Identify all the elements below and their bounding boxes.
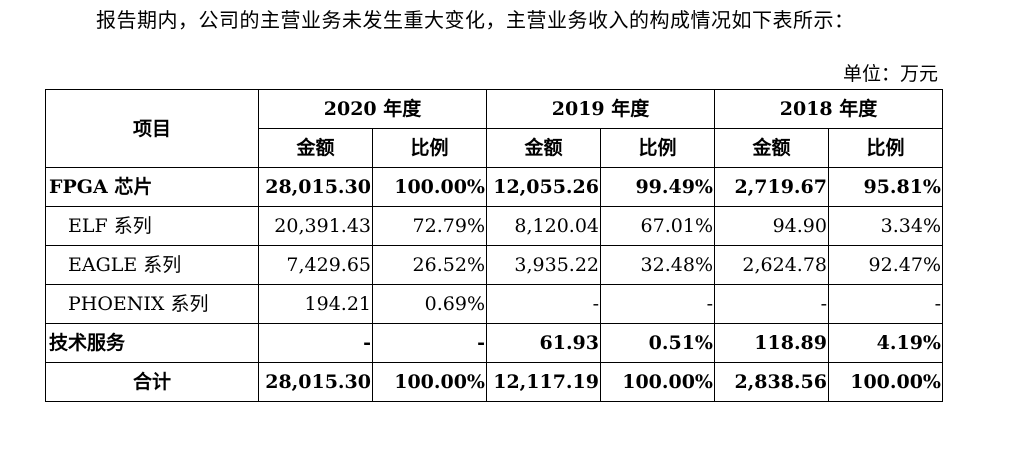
unit-label: 单位：万元 (842, 63, 938, 85)
year-header-2018: 2018 年度 (714, 89, 943, 129)
ratio-cell: 100.00% (600, 362, 715, 402)
amount-cell: - (714, 284, 829, 324)
ratio-header: 比例 (600, 128, 715, 168)
ratio-cell: 3.34% (828, 206, 943, 246)
amount-cell: 118.89 (714, 323, 829, 363)
table-row-tech-service: 技术服务 - - 61.93 0.51% 118.89 4.19% (45, 323, 943, 363)
ratio-cell: - (828, 284, 943, 324)
ratio-cell: - (600, 284, 715, 324)
amount-cell: - (486, 284, 601, 324)
amount-cell: 12,055.26 (486, 167, 601, 207)
amount-cell: 2,624.78 (714, 245, 829, 285)
amount-cell: 61.93 (486, 323, 601, 363)
amount-cell: 12,117.19 (486, 362, 601, 402)
row-label: EAGLE 系列 (45, 245, 259, 285)
amount-header: 金额 (714, 128, 829, 168)
row-label: 技术服务 (45, 323, 259, 363)
sub-header-row: 金额 比例 金额 比例 金额 比例 (46, 128, 943, 168)
table-row-total: 合计 28,015.30 100.00% 12,117.19 100.00% 2… (45, 362, 943, 402)
ratio-header: 比例 (372, 128, 487, 168)
table-row-elf: ELF 系列 20,391.43 72.79% 8,120.04 67.01% … (45, 206, 943, 246)
ratio-cell: 0.69% (372, 284, 487, 324)
amount-header: 金额 (486, 128, 601, 168)
amount-cell: 28,015.30 (258, 362, 373, 402)
amount-cell: 194.21 (258, 284, 373, 324)
year-header-2020: 2020 年度 (258, 89, 487, 129)
amount-cell: 8,120.04 (486, 206, 601, 246)
ratio-cell: - (372, 323, 487, 363)
amount-cell: 3,935.22 (486, 245, 601, 285)
ratio-cell: 99.49% (600, 167, 715, 207)
table-row-phoenix: PHOENIX 系列 194.21 0.69% - - - - (45, 284, 943, 324)
table-row-fpga: FPGA 芯片 28,015.30 100.00% 12,055.26 99.4… (45, 167, 943, 207)
row-label: 合计 (45, 362, 259, 402)
amount-cell: 2,719.67 (714, 167, 829, 207)
ratio-cell: 67.01% (600, 206, 715, 246)
amount-cell: 2,838.56 (714, 362, 829, 402)
amount-cell: - (258, 323, 373, 363)
ratio-cell: 100.00% (372, 167, 487, 207)
row-label: FPGA 芯片 (45, 167, 259, 207)
ratio-cell: 32.48% (600, 245, 715, 285)
amount-header: 金额 (258, 128, 373, 168)
amount-cell: 7,429.65 (258, 245, 373, 285)
amount-cell: 28,015.30 (258, 167, 373, 207)
intro-paragraph: 报告期内，公司的主营业务未发生重大变化，主营业务收入的构成情况如下表所示： (96, 8, 855, 32)
revenue-composition-table: 项目 2020 年度 2019 年度 2018 年度 金额 比例 金额 比例 金… (45, 89, 943, 402)
ratio-cell: 100.00% (372, 362, 487, 402)
year-header-row: 项目 2020 年度 2019 年度 2018 年度 (45, 89, 943, 168)
ratio-cell: 26.52% (372, 245, 487, 285)
ratio-cell: 95.81% (828, 167, 943, 207)
ratio-header: 比例 (828, 128, 943, 168)
row-label: PHOENIX 系列 (45, 284, 259, 324)
ratio-cell: 92.47% (828, 245, 943, 285)
amount-cell: 20,391.43 (258, 206, 373, 246)
amount-cell: 94.90 (714, 206, 829, 246)
ratio-cell: 0.51% (600, 323, 715, 363)
year-header-2019: 2019 年度 (486, 89, 715, 129)
item-header: 项目 (45, 89, 259, 168)
table-row-eagle: EAGLE 系列 7,429.65 26.52% 3,935.22 32.48%… (45, 245, 943, 285)
ratio-cell: 72.79% (372, 206, 487, 246)
ratio-cell: 100.00% (828, 362, 943, 402)
ratio-cell: 4.19% (828, 323, 943, 363)
row-label: ELF 系列 (45, 206, 259, 246)
